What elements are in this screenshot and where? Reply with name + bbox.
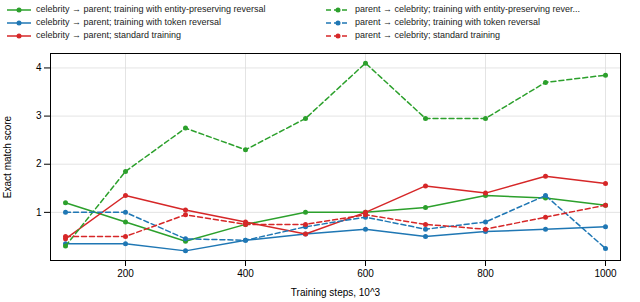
svg-text:600: 600	[357, 268, 374, 279]
html-text:celebrity → parent; training w: celebrity → parent; training with token …	[36, 17, 222, 27]
svg-text:4: 4	[36, 62, 42, 73]
svg-text:800: 800	[477, 268, 494, 279]
svg-text:Training steps, 10^3: Training steps, 10^3	[291, 287, 381, 298]
svg-text:1000: 1000	[594, 268, 617, 279]
html-text:parent → celebrity; training w: parent → celebrity; training with token …	[355, 17, 541, 27]
svg-text:Exact match score: Exact match score	[2, 115, 13, 198]
svg-text:1: 1	[36, 207, 42, 218]
html-text:parent → celebrity; training w: parent → celebrity; training with entity…	[355, 4, 581, 14]
svg-text:3: 3	[36, 110, 42, 121]
svg-text:200: 200	[117, 268, 134, 279]
html-text:celebrity → parent; standard t: celebrity → parent; standard training	[36, 30, 182, 40]
html-text:celebrity → parent; training w: celebrity → parent; training with entity…	[36, 4, 266, 14]
html-text:parent → celebrity; standard t: parent → celebrity; standard training	[355, 30, 501, 40]
svg-text:2: 2	[36, 158, 42, 169]
svg-text:400: 400	[237, 268, 254, 279]
